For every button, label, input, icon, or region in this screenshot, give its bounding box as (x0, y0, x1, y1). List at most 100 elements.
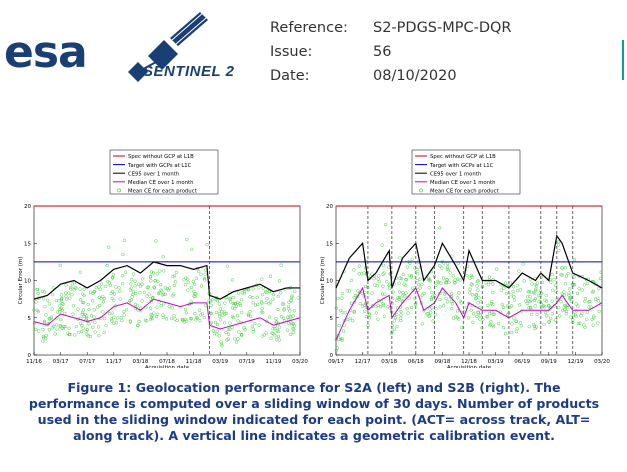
mean-ce-point (140, 282, 144, 286)
mean-ce-point (228, 300, 233, 304)
mean-ce-point (368, 276, 372, 281)
mean-ce-point (533, 304, 537, 308)
mean-ce-point (564, 312, 568, 316)
esa-logo: esa (4, 27, 88, 78)
mean-ce-point (120, 274, 125, 278)
mean-ce-point (185, 237, 189, 242)
mean-ce-point (545, 314, 549, 318)
mean-ce-point (226, 327, 231, 332)
mean-ce-point (137, 319, 141, 324)
mean-ce-point (44, 333, 48, 338)
mean-ce-point (591, 289, 596, 293)
mean-ce-point (197, 269, 201, 274)
mean-ce-point (582, 283, 587, 287)
mean-ce-point (416, 271, 420, 276)
mean-ce-point (110, 319, 114, 323)
mean-ce-point (99, 297, 103, 301)
mean-ce-point (396, 295, 400, 300)
mean-ce-point (488, 322, 493, 326)
mean-ce-point (248, 314, 253, 318)
mean-ce-point (114, 285, 118, 289)
mean-ce-point (183, 283, 188, 287)
mean-ce-point (167, 304, 171, 309)
x-tick-label: 03/18 (381, 359, 397, 365)
mean-ce-point (376, 317, 380, 321)
legend-label: Target with GCPs at L1C (127, 163, 192, 169)
mean-ce-point (367, 313, 371, 317)
mean-ce-point (152, 311, 156, 315)
mean-ce-point (230, 278, 235, 282)
mean-ce-point (121, 282, 125, 286)
mean-ce-point (112, 298, 116, 302)
mean-ce-point (35, 288, 40, 292)
mean-ce-point (52, 286, 56, 290)
mean-ce-point (92, 308, 96, 312)
mean-ce-point (183, 307, 188, 312)
mean-ce-point (110, 311, 114, 315)
mean-ce-point (207, 299, 211, 303)
mean-ce-point (119, 315, 123, 320)
mean-ce-point (399, 318, 403, 323)
mean-ce-point (381, 272, 385, 276)
mean-ce-point (73, 286, 77, 290)
mean-ce-point (61, 302, 65, 306)
x-tick-label: 12/17 (355, 359, 371, 365)
mean-ce-point (381, 303, 386, 308)
mean-ce-point (260, 277, 264, 281)
mean-ce-point (223, 321, 227, 325)
mean-ce-point (271, 293, 276, 297)
mean-ce-point (549, 316, 553, 321)
mean-ce-point (457, 291, 461, 295)
mean-ce-point (152, 286, 157, 290)
x-tick-label: 12/19 (567, 359, 583, 365)
mean-ce-point (86, 302, 90, 307)
mean-ce-point (141, 277, 145, 281)
mean-ce-point (596, 321, 600, 325)
mean-ce-point (146, 285, 150, 289)
mean-ce-point (559, 300, 563, 304)
mean-ce-point (58, 304, 62, 308)
mean-ce-point (219, 340, 223, 344)
x-tick-label: 11/18 (186, 359, 202, 365)
mean-ce-point (274, 320, 278, 324)
mean-ce-point (352, 296, 356, 300)
mean-ce-point (582, 323, 586, 327)
mean-ce-point (58, 324, 63, 328)
mean-ce-point (98, 303, 102, 308)
mean-ce-point (336, 296, 340, 301)
mean-ce-point (118, 289, 122, 293)
mean-ce-point (215, 322, 220, 327)
mean-ce-point (411, 288, 415, 292)
mean-ce-point (168, 286, 172, 290)
mean-ce-point (59, 297, 64, 301)
mean-ce-point (574, 302, 578, 306)
mean-ce-point (522, 279, 526, 283)
mean-ce-point (503, 332, 508, 336)
mean-ce-point (182, 278, 186, 282)
mean-ce-point (450, 306, 454, 311)
mean-ce-point (427, 314, 431, 318)
mean-ce-point (398, 295, 402, 300)
mean-ce-point (122, 238, 127, 242)
mean-ce-point (149, 279, 153, 283)
mean-ce-point (54, 323, 59, 327)
mean-ce-point (501, 305, 505, 310)
mean-ce-point (58, 263, 62, 268)
x-tick-label: 03/18 (132, 359, 148, 365)
mean-ce-point (411, 286, 415, 290)
mean-ce-point (399, 313, 403, 317)
mean-ce-point (59, 298, 64, 302)
mean-ce-point (562, 293, 567, 297)
mean-ce-point (161, 315, 165, 320)
mean-ce-point (533, 291, 537, 295)
mean-ce-point (260, 306, 264, 311)
mean-ce-point (430, 290, 434, 294)
mean-ce-point (518, 321, 522, 325)
mean-ce-point (395, 324, 399, 329)
mean-ce-point (501, 325, 506, 330)
plot-area (33, 205, 301, 356)
mean-ce-point (148, 306, 153, 310)
mean-ce-point (54, 299, 58, 303)
mean-ce-point (271, 297, 275, 301)
mean-ce-point (233, 307, 237, 311)
